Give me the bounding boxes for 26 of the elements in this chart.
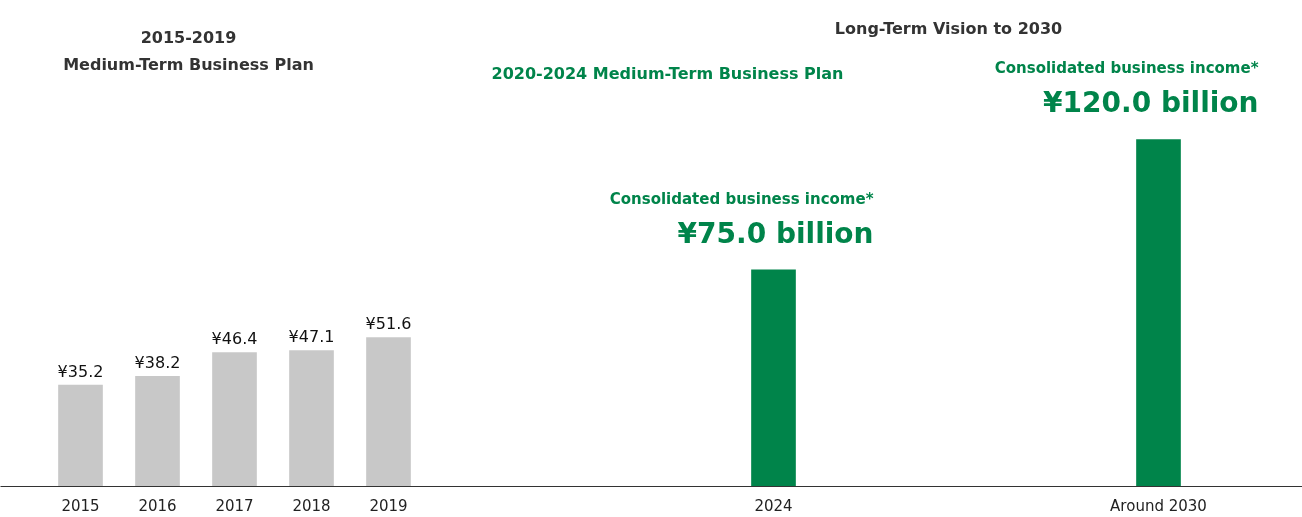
text: Long-Term Vision to 2030 (834, 18, 1063, 38)
annotation: Consolidated business income* (609, 189, 874, 208)
x-tick-label: 2016 (138, 496, 177, 515)
x-tick-label: Around 2030 (1110, 496, 1207, 515)
data-label: ¥35.2 (57, 361, 104, 381)
bar (212, 352, 257, 487)
data-label: ¥120.0 billion (1043, 86, 1259, 120)
data-label: ¥46.4 (211, 329, 258, 349)
x-tick-label: 2017 (215, 496, 254, 515)
data-label: ¥38.2 (134, 352, 181, 372)
x-tick-label: 2015 (61, 496, 100, 515)
x-tick-label: 2018 (292, 496, 331, 515)
x-tick-label: 2019 (369, 496, 408, 515)
bar (366, 337, 411, 487)
bar (289, 350, 334, 487)
data-label: ¥51.6 (365, 314, 412, 334)
bar (751, 269, 796, 487)
x-tick-label: 2024 (754, 496, 793, 515)
text: 2015-2019 Medium-Term Business Plan (63, 27, 314, 75)
data-label: ¥47.1 (288, 327, 335, 347)
bar (58, 384, 103, 487)
text: Consolidated business income* (994, 59, 1259, 78)
bar (135, 375, 180, 487)
bar (1136, 139, 1181, 487)
data-label: ¥75.0 billion (677, 216, 874, 250)
text: 2020-2024 Medium-Term Business Plan (491, 64, 844, 84)
